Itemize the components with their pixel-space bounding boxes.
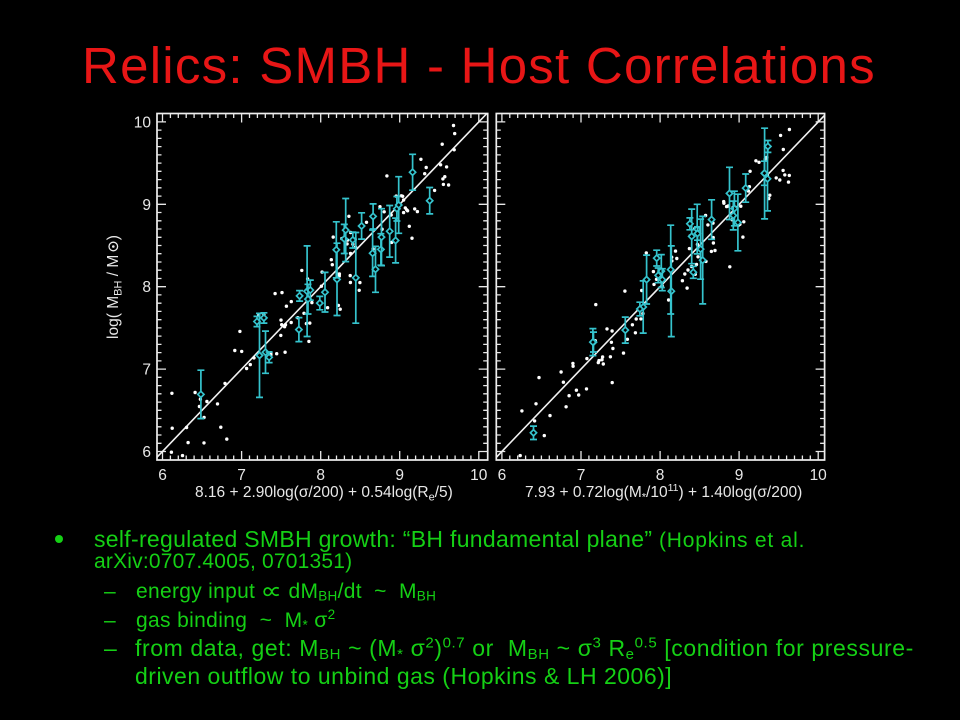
svg-text:6: 6 — [498, 467, 507, 484]
svg-text:10: 10 — [470, 467, 488, 484]
svg-text:6: 6 — [158, 467, 167, 484]
svg-text:7: 7 — [237, 467, 246, 484]
svg-text:9: 9 — [735, 467, 744, 484]
svg-text:7: 7 — [142, 362, 151, 379]
svg-text:10: 10 — [810, 467, 828, 484]
svg-text:8: 8 — [316, 467, 325, 484]
svg-text:7.93 + 0.72log(M*/1011) + 1.40: 7.93 + 0.72log(M*/1011) + 1.40log(σ/200) — [525, 482, 802, 504]
svg-text:9: 9 — [395, 467, 404, 484]
svg-text:8: 8 — [656, 467, 665, 484]
svg-text:log( MBH / M): log( MBH / M) — [105, 235, 125, 339]
svg-text:8.16 + 2.90log(σ/200) + 0.54lo: 8.16 + 2.90log(σ/200) + 0.54log(Re/5) — [195, 484, 453, 504]
svg-text:10: 10 — [134, 114, 152, 131]
svg-text:7: 7 — [577, 467, 586, 484]
svg-text:6: 6 — [142, 444, 151, 461]
svg-text:8: 8 — [142, 279, 151, 296]
svg-text:9: 9 — [142, 197, 151, 214]
